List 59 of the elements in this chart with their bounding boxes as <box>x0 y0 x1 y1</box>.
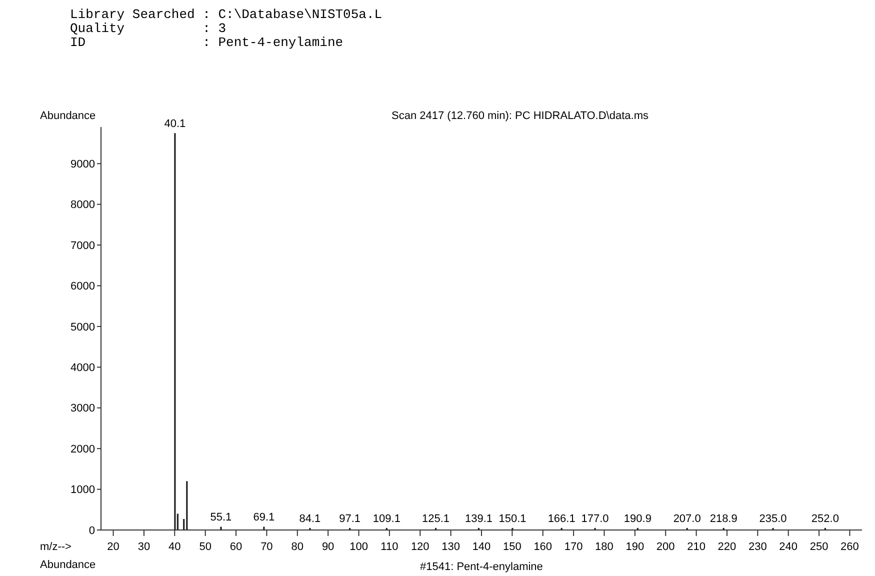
annotation: 69.1 <box>253 512 275 524</box>
x-tick-label: 40 <box>168 541 181 553</box>
x-tick-label: 90 <box>322 541 334 553</box>
annotation: 97.1 <box>339 512 361 525</box>
x-tick-label: 230 <box>748 541 767 553</box>
x-tick-label: 210 <box>687 541 706 553</box>
x-tick-label: 240 <box>779 541 798 553</box>
y-tick-label: 3000 <box>70 402 95 415</box>
x-tick-label: 130 <box>442 541 460 553</box>
annotation: 139.1 <box>464 512 493 525</box>
y-tick-label: 0 <box>88 524 95 537</box>
annotation: 252.0 <box>811 512 839 525</box>
x-tick-label: 220 <box>718 541 736 553</box>
annotation: 150.1 <box>498 512 526 525</box>
text: Library Searched : C:\Database\NIST05a.L <box>70 7 382 22</box>
text: Abundance <box>40 559 96 571</box>
x-tick-label: 200 <box>656 541 675 553</box>
annotation: 235.0 <box>759 512 787 525</box>
x-axis-title: m/z--> <box>40 541 72 553</box>
x-tick-label: 100 <box>350 541 368 553</box>
annotation: 190.9 <box>624 512 652 525</box>
annotation: 125.1 <box>422 512 450 525</box>
annotation: 166.1 <box>548 512 576 525</box>
x-tick-label: 140 <box>472 541 491 553</box>
chart-title: Scan 2417 (12.760 min): PC HIDRALATO.D\data.ms <box>392 110 649 122</box>
x-tick-label: 30 <box>138 541 150 553</box>
x-tick-label: 170 <box>564 541 583 553</box>
x-tick-label: 260 <box>840 541 859 553</box>
x-tick-label: 120 <box>410 541 430 553</box>
x-tick-label: 70 <box>260 541 273 553</box>
x-tick-label: 20 <box>107 541 120 553</box>
text: ID : Pent-4-enylamine <box>70 35 344 50</box>
y-tick-label: 2000 <box>70 443 95 456</box>
y-axis-title: Abundance <box>40 110 96 122</box>
x-tick-label: 250 <box>810 541 828 553</box>
annotation: 177.0 <box>581 512 609 525</box>
y-tick-label: 1000 <box>70 484 95 496</box>
text: Quality : 3 <box>70 21 226 36</box>
annotation: 40.1 <box>164 118 186 130</box>
y-tick-label: 6000 <box>70 280 95 293</box>
y-tick-label: 4000 <box>70 362 95 374</box>
y-tick-label: 7000 <box>70 240 95 252</box>
text: #1541: Pent-4-enylamine <box>420 561 543 573</box>
x-tick-label: 60 <box>230 541 242 553</box>
annotation: 207.0 <box>673 512 701 525</box>
x-tick-label: 80 <box>291 541 304 553</box>
y-tick-label: 5000 <box>70 321 95 334</box>
x-tick-label: 190 <box>626 541 644 553</box>
x-tick-label: 50 <box>199 541 212 553</box>
annotation: 55.1 <box>210 512 232 524</box>
x-tick-label: 180 <box>595 541 614 553</box>
x-tick-label: 150 <box>503 541 522 553</box>
annotation: 109.1 <box>372 512 400 525</box>
x-tick-label: 160 <box>534 541 552 553</box>
y-tick-label: 8000 <box>70 199 95 212</box>
x-tick-label: 110 <box>380 541 398 553</box>
annotation: 84.1 <box>299 512 321 525</box>
annotation: 218.9 <box>710 512 738 525</box>
y-tick-label: 9000 <box>70 158 95 170</box>
